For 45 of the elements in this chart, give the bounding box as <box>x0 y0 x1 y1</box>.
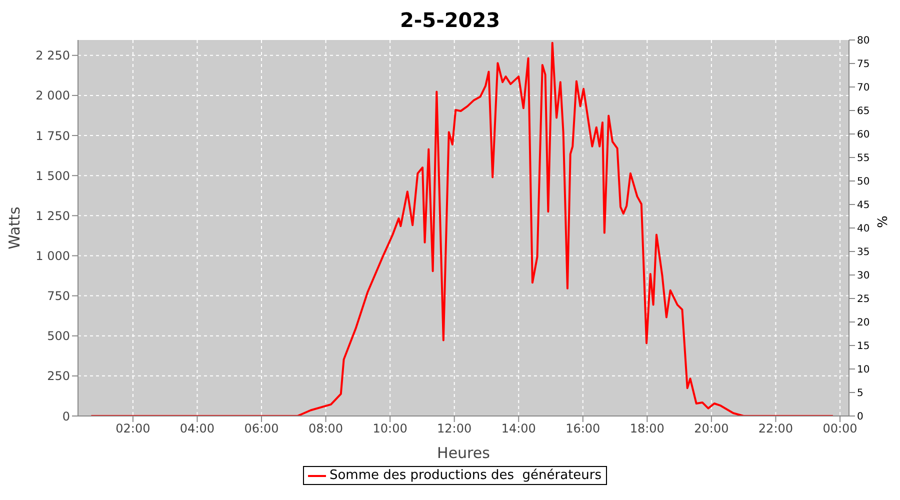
x-tick-label: 14:00 <box>501 422 536 436</box>
y-tick-label: 2 000 <box>36 88 70 103</box>
x-tick-label: 12:00 <box>437 422 472 436</box>
y-tick-label: 1 250 <box>36 208 70 223</box>
y2-tick-label: 45 <box>857 200 870 212</box>
y2-tick-label: 5 <box>857 388 864 400</box>
x-tick-label: 22:00 <box>758 422 794 436</box>
y2-tick-label: 50 <box>857 176 870 188</box>
x-tick-label: 02:00 <box>116 422 150 436</box>
y2-tick-label: 40 <box>857 224 870 235</box>
y2-tick-label: 10 <box>857 364 870 376</box>
y-tick-label: 1 000 <box>36 248 70 263</box>
y-tick-label: 500 <box>47 329 70 344</box>
x-axis-title: Heures <box>437 444 490 462</box>
x-tick-label: 10:00 <box>372 422 408 436</box>
y-tick-label: 0 <box>62 409 70 424</box>
y-axis-title: Watts <box>5 206 24 250</box>
y-tick-label: 1 500 <box>36 168 70 183</box>
y-tick-label: 2 250 <box>36 48 70 63</box>
x-tick-label: 16:00 <box>566 422 600 436</box>
chart-title: 2-5-2023 <box>398 8 502 32</box>
x-tick-label: 20:00 <box>694 422 729 436</box>
y2-axis-title: % <box>873 216 888 228</box>
x-tick-label: 06:00 <box>244 422 279 436</box>
y2-tick-label: 35 <box>857 247 870 258</box>
y2-tick-label: 65 <box>857 106 870 118</box>
y2-tick-label: 55 <box>857 153 870 164</box>
y-tick-label: 1 750 <box>36 128 70 143</box>
y2-tick-label: 80 <box>857 36 870 47</box>
x-tick-label: 08:00 <box>308 422 344 436</box>
y2-tick-label: 70 <box>857 82 870 94</box>
y2-tick-label: 15 <box>857 341 870 352</box>
y2-tick-label: 20 <box>857 318 870 329</box>
line-series <box>90 42 834 416</box>
y-tick-label: 750 <box>47 289 70 304</box>
y-tick-label: 250 <box>47 369 70 384</box>
legend-label: Somme des productions des générateurs <box>329 468 602 483</box>
y2-tick-label: 75 <box>857 59 870 70</box>
y2-tick-label: 25 <box>857 294 870 306</box>
x-tick-label: 04:00 <box>180 422 215 436</box>
y2-tick-label: 0 <box>857 412 864 423</box>
y2-tick-label: 60 <box>857 130 870 141</box>
x-tick-label: 00:00 <box>822 422 858 436</box>
x-tick-label: 18:00 <box>630 422 664 436</box>
y2-tick-label: 30 <box>857 270 870 282</box>
